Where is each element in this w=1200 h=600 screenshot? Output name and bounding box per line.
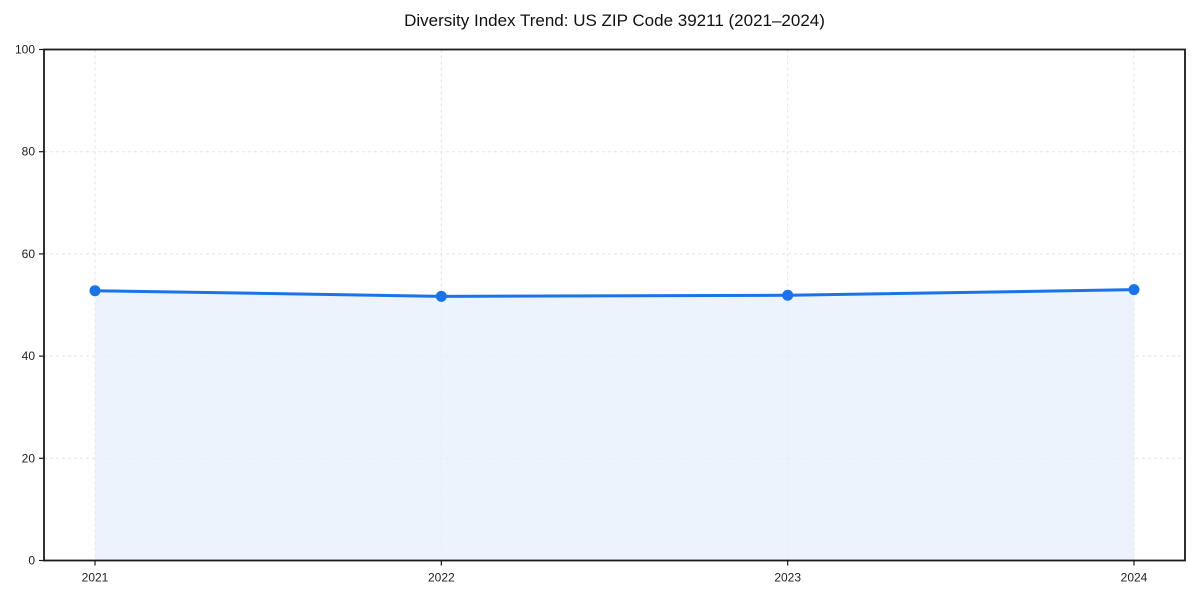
data-point xyxy=(1128,284,1140,296)
data-point xyxy=(435,290,447,302)
x-tick-label: 2024 xyxy=(1121,571,1148,585)
trend-line xyxy=(93,288,1136,298)
y-tick-label: 0 xyxy=(28,554,35,568)
y-tick-label: 40 xyxy=(22,349,36,363)
x-tick-label: 2022 xyxy=(428,571,455,585)
data-point xyxy=(782,289,794,301)
y-tick-label: 20 xyxy=(22,451,36,465)
x-tick-label: 2021 xyxy=(82,571,109,585)
y-tick-label: 60 xyxy=(22,247,36,261)
chart-title: Diversity Index Trend: US ZIP Code 39211… xyxy=(404,11,825,30)
data-point xyxy=(89,285,101,297)
y-tick-label: 100 xyxy=(15,43,35,57)
y-tick-label: 80 xyxy=(22,145,36,159)
area-fill xyxy=(95,289,1134,561)
x-tick-label: 2023 xyxy=(774,571,801,585)
plot-border xyxy=(43,48,1186,562)
